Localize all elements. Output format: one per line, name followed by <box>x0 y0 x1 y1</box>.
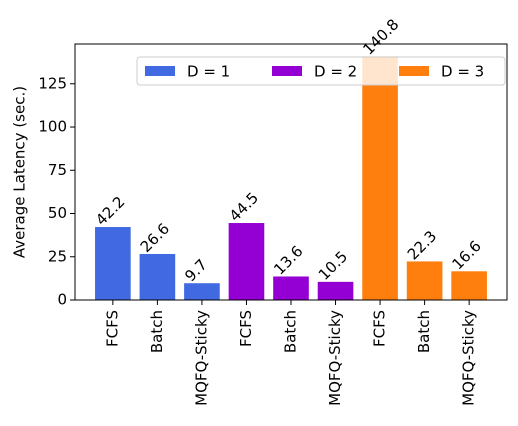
legend: D = 1 D = 2 D = 3 <box>136 56 506 86</box>
bar <box>228 223 265 300</box>
legend-swatch <box>145 66 175 76</box>
x-tick-label: Batch <box>415 310 433 353</box>
bar <box>273 276 309 300</box>
x-tick-label: FCFS <box>237 310 255 347</box>
legend-label: D = 2 <box>314 63 357 81</box>
legend-box <box>136 56 506 86</box>
bar <box>406 261 443 300</box>
bar <box>139 253 176 300</box>
x-tick-label: MQFQ-Sticky <box>460 310 478 406</box>
value-label: 26.6 <box>137 220 173 256</box>
value-label: 42.2 <box>92 193 128 229</box>
x-tick-label: MQFQ-Sticky <box>326 310 344 406</box>
value-label: 13.6 <box>270 242 306 278</box>
value-label: 16.6 <box>448 237 484 273</box>
value-label: 44.5 <box>226 189 262 225</box>
y-tick-label: 25 <box>48 247 67 265</box>
bar <box>317 281 354 300</box>
x-tick-label: Batch <box>148 310 166 353</box>
y-tick-label: 100 <box>38 118 67 136</box>
y-axis-label: Average Latency (sec.) <box>11 86 29 258</box>
x-tick-label: FCFS <box>103 310 121 347</box>
legend-swatch <box>272 66 302 76</box>
plot-frame <box>74 43 508 301</box>
value-label: 10.5 <box>315 247 351 283</box>
legend-label: D = 3 <box>441 63 484 81</box>
x-tick-label: Batch <box>282 310 300 353</box>
bar <box>95 227 131 300</box>
value-label: 22.3 <box>404 227 440 263</box>
value-label: 140.8 <box>359 15 402 58</box>
y-tick-label: 0 <box>57 291 67 309</box>
legend-label: D = 1 <box>187 63 230 81</box>
x-tick-label: MQFQ-Sticky <box>192 310 210 406</box>
x-tick-label: FCFS <box>371 310 389 347</box>
bar <box>451 271 487 300</box>
y-tick-label: 50 <box>48 204 67 222</box>
bar <box>184 283 220 300</box>
legend-swatch <box>399 66 429 76</box>
y-tick-label: 125 <box>38 74 67 92</box>
value-label: 9.7 <box>181 256 211 286</box>
bar <box>362 56 398 300</box>
y-tick-label: 75 <box>48 161 67 179</box>
